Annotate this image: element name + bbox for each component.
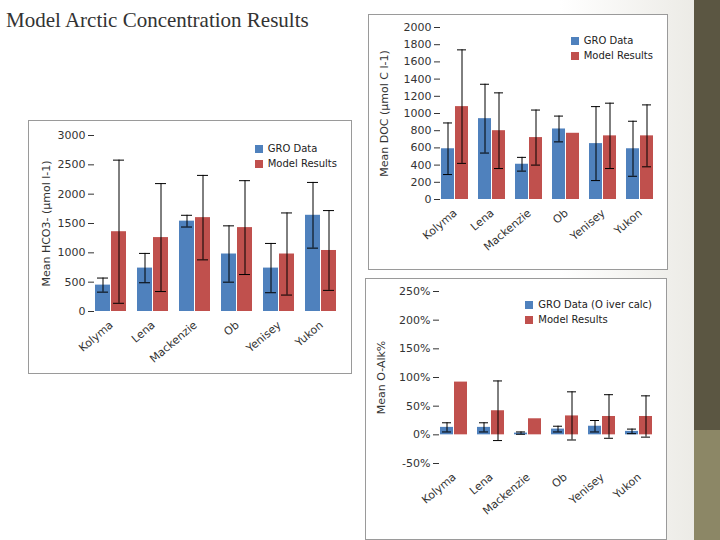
- svg-text:2000: 2000: [58, 188, 86, 201]
- svg-text:Mackenzie: Mackenzie: [147, 318, 200, 365]
- html-text:Model Results: Model Results: [267, 158, 337, 169]
- svg-text:200%: 200%: [399, 314, 430, 327]
- svg-text:Ob: Ob: [550, 207, 570, 227]
- svg-text:1800: 1800: [404, 38, 432, 51]
- svg-text:1500: 1500: [58, 217, 86, 230]
- svg-text:250%: 250%: [399, 285, 430, 298]
- svg-text:0%: 0%: [413, 428, 430, 441]
- svg-text:150%: 150%: [399, 342, 430, 355]
- html-text:Model Results: Model Results: [538, 314, 608, 325]
- svg-text:Kolyma: Kolyma: [420, 207, 459, 243]
- svg-text:Mean HCO3- (μmol l-1): Mean HCO3- (μmol l-1): [40, 160, 53, 286]
- svg-text:Lena: Lena: [468, 207, 497, 234]
- svg-text:-50%: -50%: [402, 457, 430, 470]
- svg-text:Yukon: Yukon: [611, 207, 645, 238]
- svg-text:Yukon: Yukon: [292, 319, 326, 350]
- svg-text:100%: 100%: [399, 371, 430, 384]
- svg-text:1000: 1000: [58, 246, 86, 259]
- svg-text:Yenisey: Yenisey: [567, 206, 608, 243]
- svg-text:3000: 3000: [58, 129, 86, 142]
- svg-text:1200: 1200: [404, 90, 432, 103]
- svg-text:0: 0: [79, 305, 86, 318]
- svg-text:600: 600: [411, 141, 432, 154]
- svg-text:2000: 2000: [404, 21, 432, 34]
- html-text:GRO Data: GRO Data: [267, 143, 318, 154]
- svg-text:Ob: Ob: [549, 471, 569, 491]
- html-text:Model Arctic Concentration Res: Model Arctic Concentration Results: [6, 8, 309, 32]
- svg-text:Mackenzie: Mackenzie: [480, 470, 533, 517]
- svg-text:50%: 50%: [406, 400, 430, 413]
- html-text:Model Results: Model Results: [583, 50, 653, 61]
- svg-text:Kolyma: Kolyma: [419, 471, 458, 507]
- html-text:GRO Data: GRO Data: [583, 35, 634, 46]
- svg-text:Yenisey: Yenisey: [566, 470, 607, 507]
- svg-text:1000: 1000: [404, 107, 432, 120]
- html-text:GRO Data (O iver calc): GRO Data (O iver calc): [538, 299, 652, 310]
- svg-text:Mean O-Alk%: Mean O-Alk%: [375, 341, 388, 415]
- svg-text:1600: 1600: [404, 55, 432, 68]
- svg-text:Lena: Lena: [129, 319, 158, 346]
- svg-text:Kolyma: Kolyma: [76, 319, 115, 355]
- svg-text:400: 400: [411, 159, 432, 172]
- svg-text:500: 500: [65, 276, 86, 289]
- svg-text:0: 0: [425, 193, 432, 206]
- svg-text:800: 800: [411, 124, 432, 137]
- svg-text:1400: 1400: [404, 73, 432, 86]
- svg-text:2500: 2500: [58, 158, 86, 171]
- svg-text:Mean DOC (μmol C l-1): Mean DOC (μmol C l-1): [378, 50, 391, 177]
- svg-text:Lena: Lena: [467, 471, 496, 498]
- svg-text:Ob: Ob: [221, 319, 241, 339]
- svg-text:Mackenzie: Mackenzie: [481, 206, 534, 253]
- svg-text:Yenisey: Yenisey: [243, 318, 284, 355]
- svg-text:Yukon: Yukon: [610, 471, 644, 502]
- svg-text:200: 200: [411, 176, 432, 189]
